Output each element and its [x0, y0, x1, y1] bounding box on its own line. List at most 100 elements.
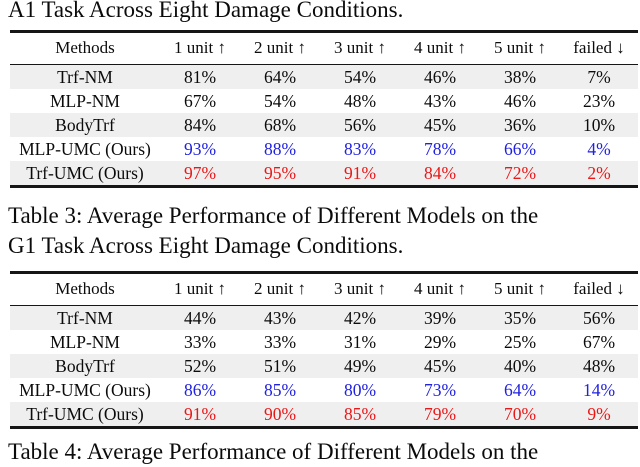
table-header-rule [10, 63, 638, 65]
metric-value: 84% [423, 162, 457, 183]
table-row-ours-trf: Trf-UMC (Ours) 91% 90% 85% 79% 70% 9% [10, 401, 638, 426]
column-header-failed: failed ↓ [573, 38, 625, 58]
metric-value: 56% [582, 307, 616, 328]
metric-value: 14% [582, 379, 616, 400]
paper-page: A1 Task Across Eight Damage Conditions. … [8, 0, 638, 464]
metric-value: 45% [423, 355, 457, 376]
method-name: BodyTrf [55, 355, 115, 376]
metric-value: 44% [183, 307, 217, 328]
metric-value: 86% [183, 379, 217, 400]
metric-value: 90% [263, 403, 297, 424]
metric-value: 83% [343, 138, 377, 159]
column-header-2unit: 2 unit ↑ [254, 279, 306, 299]
metric-value: 68% [263, 114, 297, 135]
table-row-ours-mlp: MLP-UMC (Ours) 93% 88% 83% 78% 66% 4% [10, 137, 638, 161]
table-header-row: Methods 1 unit ↑ 2 unit ↑ 3 unit ↑ 4 uni… [10, 33, 638, 64]
table4-caption-fragment: Table 4: Average Performance of Differen… [8, 439, 539, 464]
metric-value: 33% [183, 331, 217, 352]
table3-caption-line2: G1 Task Across Eight Damage Conditions. [8, 233, 404, 258]
method-name: Trf-UMC (Ours) [26, 162, 144, 183]
column-header-4unit: 4 unit ↑ [414, 279, 466, 299]
method-name: Trf-NM [57, 307, 113, 328]
metric-value: 97% [183, 162, 217, 183]
metric-value: 52% [183, 355, 217, 376]
method-name: MLP-UMC (Ours) [19, 138, 151, 159]
table-a1: Methods 1 unit ↑ 2 unit ↑ 3 unit ↑ 4 uni… [10, 30, 638, 188]
metric-value: 42% [343, 307, 377, 328]
method-name: BodyTrf [55, 114, 115, 135]
table-row: BodyTrf 52% 51% 49% 45% 40% 48% [10, 353, 638, 378]
table-row: MLP-NM 67% 54% 48% 43% 46% 23% [10, 89, 638, 113]
metric-value: 10% [582, 114, 616, 135]
metric-value: 51% [263, 355, 297, 376]
metric-value: 73% [423, 379, 457, 400]
metric-value: 4% [587, 138, 611, 159]
metric-value: 40% [503, 355, 537, 376]
metric-value: 45% [423, 114, 457, 135]
metric-value: 7% [587, 66, 611, 87]
table-g1: Methods 1 unit ↑ 2 unit ↑ 3 unit ↑ 4 uni… [10, 271, 638, 429]
metric-value: 64% [503, 379, 537, 400]
column-header-3unit: 3 unit ↑ [334, 279, 386, 299]
metric-value: 64% [263, 66, 297, 87]
column-header-methods: Methods [55, 38, 115, 58]
metric-value: 72% [503, 162, 537, 183]
metric-value: 33% [263, 331, 297, 352]
column-header-3unit: 3 unit ↑ [334, 38, 386, 58]
metric-value: 79% [423, 403, 457, 424]
metric-value: 36% [503, 114, 537, 135]
metric-value: 29% [423, 331, 457, 352]
metric-value: 31% [343, 331, 377, 352]
metric-value: 81% [183, 66, 217, 87]
metric-value: 9% [587, 403, 611, 424]
table-header-rule [10, 304, 638, 306]
metric-value: 54% [343, 66, 377, 87]
table3-caption-line1: Table 3: Average Performance of Differen… [8, 203, 539, 228]
metric-value: 49% [343, 355, 377, 376]
metric-value: 66% [503, 138, 537, 159]
table3-caption: Table 3: Average Performance of Differen… [8, 201, 638, 261]
table-row: MLP-NM 33% 33% 31% 29% 25% 67% [10, 330, 638, 354]
column-header-2unit: 2 unit ↑ [254, 38, 306, 58]
column-header-1unit: 1 unit ↑ [174, 279, 226, 299]
metric-value: 43% [423, 90, 457, 111]
table-top-rule [10, 30, 638, 33]
table-row-ours-mlp: MLP-UMC (Ours) 86% 85% 80% 73% 64% 14% [10, 378, 638, 402]
metric-value: 38% [503, 66, 537, 87]
table-top-rule [10, 271, 638, 274]
metric-value: 35% [503, 307, 537, 328]
table-bottom-rule [10, 184, 638, 188]
metric-value: 70% [503, 403, 537, 424]
metric-value: 95% [263, 162, 297, 183]
metric-value: 54% [263, 90, 297, 111]
metric-value: 46% [423, 66, 457, 87]
metric-value: 84% [183, 114, 217, 135]
metric-value: 78% [423, 138, 457, 159]
table-row: BodyTrf 84% 68% 56% 45% 36% 10% [10, 112, 638, 137]
method-name: Trf-UMC (Ours) [26, 403, 144, 424]
metric-value: 85% [263, 379, 297, 400]
method-name: MLP-NM [49, 331, 120, 352]
metric-value: 23% [582, 90, 616, 111]
column-header-5unit: 5 unit ↑ [494, 279, 546, 299]
table-row: Trf-NM 81% 64% 54% 46% 38% 7% [10, 64, 638, 89]
metric-value: 43% [263, 307, 297, 328]
metric-value: 2% [587, 162, 611, 183]
metric-value: 48% [582, 355, 616, 376]
metric-value: 91% [183, 403, 217, 424]
method-name: Trf-NM [57, 66, 113, 87]
metric-value: 93% [183, 138, 217, 159]
table2-caption-fragment: A1 Task Across Eight Damage Conditions. [8, 0, 404, 22]
metric-value: 67% [183, 90, 217, 111]
method-name: MLP-NM [49, 90, 120, 111]
column-header-1unit: 1 unit ↑ [174, 38, 226, 58]
table-bottom-rule [10, 425, 638, 429]
metric-value: 46% [503, 90, 537, 111]
table-row-ours-trf: Trf-UMC (Ours) 97% 95% 91% 84% 72% 2% [10, 160, 638, 185]
metric-value: 39% [423, 307, 457, 328]
column-header-5unit: 5 unit ↑ [494, 38, 546, 58]
metric-value: 88% [263, 138, 297, 159]
table-row: Trf-NM 44% 43% 42% 39% 35% 56% [10, 305, 638, 330]
column-header-methods: Methods [55, 279, 115, 299]
method-name: MLP-UMC (Ours) [19, 379, 151, 400]
